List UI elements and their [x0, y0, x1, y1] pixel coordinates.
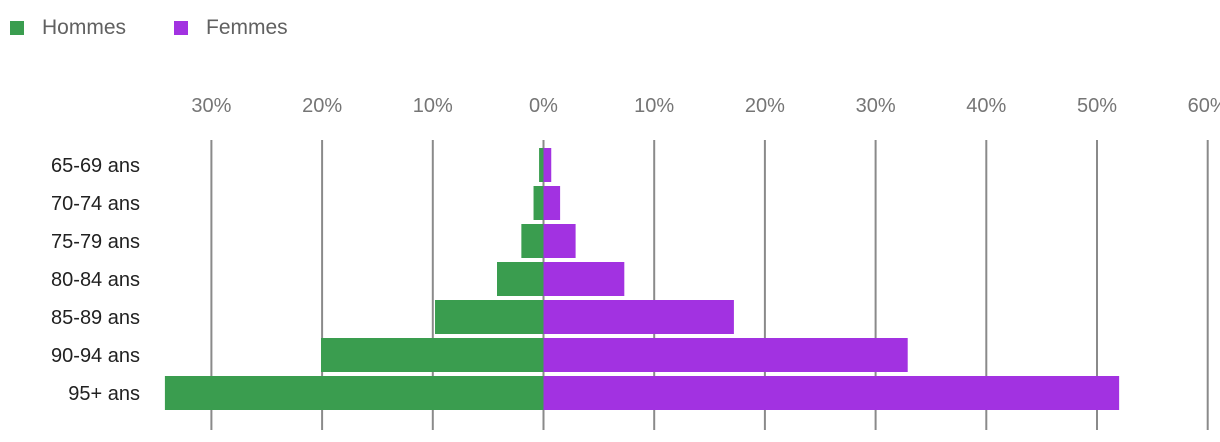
- legend: Hommes Femmes: [10, 16, 288, 39]
- legend-swatch-hommes: [10, 21, 24, 35]
- bar-hommes-65-69-ans: [539, 148, 544, 182]
- x-tick-label: 10%: [413, 95, 453, 117]
- x-tick-label: 40%: [966, 95, 1006, 117]
- category-label: 95+ ans: [68, 383, 140, 405]
- bar-femmes-95-ans: [543, 376, 1120, 410]
- x-tick-label: 60%: [1188, 95, 1220, 117]
- bars: [164, 148, 1120, 410]
- category-label: 80-84 ans: [51, 269, 140, 291]
- category-label: 65-69 ans: [51, 155, 140, 177]
- x-tick-label: 20%: [745, 95, 785, 117]
- bar-hommes-80-84-ans: [497, 262, 544, 296]
- bar-hommes-95-ans: [164, 376, 544, 410]
- x-tick-label: 30%: [191, 95, 231, 117]
- bar-hommes-90-94-ans: [320, 338, 544, 372]
- x-tick-label: 50%: [1077, 95, 1117, 117]
- category-label: 75-79 ans: [51, 231, 140, 253]
- x-tick-label: 30%: [856, 95, 896, 117]
- bar-hommes-75-79-ans: [521, 224, 544, 258]
- bar-femmes-80-84-ans: [543, 262, 625, 296]
- category-label: 90-94 ans: [51, 345, 140, 367]
- bar-femmes-65-69-ans: [543, 148, 552, 182]
- legend-label-femmes: Femmes: [206, 16, 288, 39]
- x-tick-label: 20%: [302, 95, 342, 117]
- bar-femmes-75-79-ans: [543, 224, 576, 258]
- legend-swatch-femmes: [174, 21, 188, 35]
- bar-hommes-70-74-ans: [533, 186, 544, 220]
- x-axis-tick-labels: 30% 20% 10% 0% 10% 20% 30% 40% 50% 60%: [191, 95, 1220, 117]
- x-tick-label: 10%: [634, 95, 674, 117]
- category-label: 85-89 ans: [51, 307, 140, 329]
- legend-label-hommes: Hommes: [42, 16, 126, 39]
- x-tick-label: 0%: [529, 95, 558, 117]
- category-label: 70-74 ans: [51, 193, 140, 215]
- bar-femmes-70-74-ans: [543, 186, 561, 220]
- bar-femmes-85-89-ans: [543, 300, 734, 334]
- bar-hommes-85-89-ans: [435, 300, 544, 334]
- y-axis-category-labels: 65-69 ans 70-74 ans 75-79 ans 80-84 ans 85-8…: [51, 155, 140, 405]
- bar-femmes-90-94-ans: [543, 338, 908, 372]
